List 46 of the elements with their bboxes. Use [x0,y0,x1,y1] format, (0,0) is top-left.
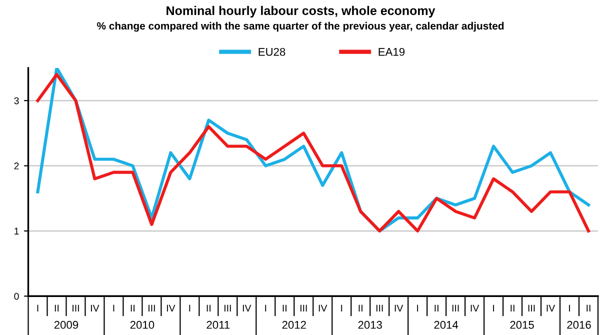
x-tick-label: I [493,304,494,312]
x-tick-label: II [54,304,59,312]
x-tick-label: III [452,304,459,312]
x-tick-label: IV [470,304,480,312]
text: 2011 [206,320,230,329]
x-tick-label: I [189,304,190,312]
x-tick-label: I [265,304,266,312]
x-tick-label: I [569,304,570,312]
x-tick-label: III [376,304,383,312]
x-tick-label: II [206,304,210,312]
text: 2012 [282,320,306,329]
legend-label: EA19 [378,48,405,56]
chart-title: Nominal hourly labour costs, whole economy [166,6,436,18]
x-tick-label: I [341,304,342,312]
chart-subtitle: % change compared with the same quarter of the previous year, calendar adjusted [97,22,504,32]
x-tick-label: I [37,304,38,312]
text: 2010 [130,320,154,329]
text: 2014 [434,320,458,329]
x-tick-label: IV [242,304,252,312]
x-tick-label: II [510,304,514,312]
x-tick-label: IV [166,304,176,312]
x-tick-label: I [417,304,418,312]
y-tick-label: 0 [14,292,19,300]
text: 2009 [54,320,78,329]
x-tick-label: III [300,304,307,312]
y-tick-label: 1 [14,228,19,234]
x-tick-label: IV [318,304,328,312]
y-tick-label: 2 [14,162,19,170]
x-tick-label: II [282,304,286,312]
x-tick-label: II [358,304,362,312]
y-tick-label: 3 [14,97,19,104]
x-tick-label: II [434,304,438,312]
x-tick-label: IV [91,304,100,312]
text: 2016 [567,320,591,329]
x-tick-label: III [72,304,79,312]
x-tick-label: II [130,304,135,312]
legend-label: EU28 [258,48,286,56]
text: 2015 [510,320,534,329]
x-tick-label: IV [546,304,556,312]
x-tick-label: III [528,304,535,312]
x-tick-label: IV [394,304,404,312]
x-tick-label: I [113,304,114,312]
x-tick-label: III [148,304,155,312]
text: 2013 [358,320,382,329]
x-tick-label: III [224,304,231,312]
x-tick-label: II [586,304,590,312]
